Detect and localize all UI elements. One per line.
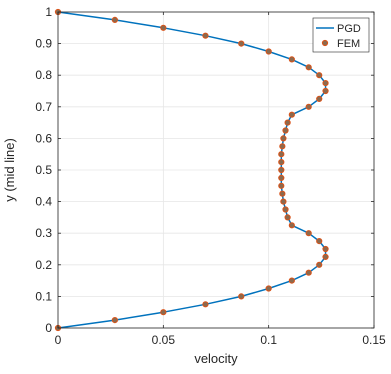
y-tick-label: 0.9 <box>35 37 52 51</box>
x-tick-label: 0.1 <box>260 333 277 347</box>
data-point-fem <box>316 72 323 79</box>
legend-fem-label: FEM <box>337 38 360 50</box>
data-point-fem <box>278 159 285 166</box>
data-point-fem <box>288 56 295 63</box>
x-tick-label: 0.05 <box>152 333 176 347</box>
legend: PGD FEM <box>312 17 370 53</box>
data-point-fem <box>280 198 287 205</box>
data-point-fem <box>278 174 285 181</box>
y-tick-label: 0.2 <box>35 258 52 272</box>
y-tick-label: 0 <box>45 321 52 335</box>
data-point-fem <box>305 230 312 237</box>
y-tick-label: 0.8 <box>35 68 52 82</box>
data-point-fem <box>288 277 295 284</box>
y-tick-label: 0.7 <box>35 100 52 114</box>
data-point-fem <box>322 253 329 260</box>
data-point-fem <box>278 151 285 158</box>
data-point-fem <box>265 48 272 55</box>
data-point-fem <box>265 285 272 292</box>
data-point-fem <box>202 301 209 308</box>
y-tick-label: 0.1 <box>35 289 52 303</box>
data-point-fem <box>202 32 209 39</box>
data-point-fem <box>284 119 291 126</box>
data-point-fem <box>278 166 285 174</box>
y-tick-label: 0.6 <box>35 131 52 145</box>
y-axis-label: y (mid line) <box>2 138 17 202</box>
legend-pgd-label: PGD <box>337 23 361 35</box>
data-point-fem <box>160 309 167 316</box>
data-point-fem <box>316 238 323 245</box>
data-point-fem <box>279 143 286 150</box>
data-point-fem <box>111 16 118 23</box>
data-point-fem <box>305 103 312 110</box>
y-tick-label: 1 <box>45 5 52 19</box>
data-point-fem <box>322 245 329 253</box>
data-point-fem <box>305 269 312 276</box>
data-point-fem <box>282 127 289 134</box>
axis-ticks: 0 0.05 0.1 0.15 0 0.1 0.2 0.3 0.4 0.5 0.6 0.7 0.8 0.9… <box>35 5 386 347</box>
data-point-fem <box>278 182 285 189</box>
data-point-fem <box>280 135 287 142</box>
data-point-fem <box>322 80 329 87</box>
data-point-fem <box>316 95 323 103</box>
data-point-fem <box>288 111 295 118</box>
data-point-fem <box>322 87 329 95</box>
data-point-fem <box>305 64 312 71</box>
data-point-fem <box>279 190 286 197</box>
series-layer <box>54 8 329 332</box>
data-point-fem <box>238 293 245 300</box>
x-axis-label: velocity <box>194 351 238 366</box>
data-point-fem <box>282 206 289 213</box>
y-tick-label: 0.3 <box>35 226 52 240</box>
data-point-fem <box>160 24 167 31</box>
legend-fem-marker <box>321 39 329 47</box>
x-tick-label: 0 <box>55 333 62 347</box>
x-tick-label: 0.15 <box>362 333 386 347</box>
data-point-fem <box>288 222 295 229</box>
data-point-fem <box>284 214 291 221</box>
y-tick-label: 0.5 <box>35 163 52 177</box>
data-point-fem <box>238 40 245 47</box>
data-point-fem <box>316 261 323 268</box>
data-point-fem <box>111 317 118 324</box>
y-tick-label: 0.4 <box>35 195 52 209</box>
legend-box <box>312 17 370 53</box>
